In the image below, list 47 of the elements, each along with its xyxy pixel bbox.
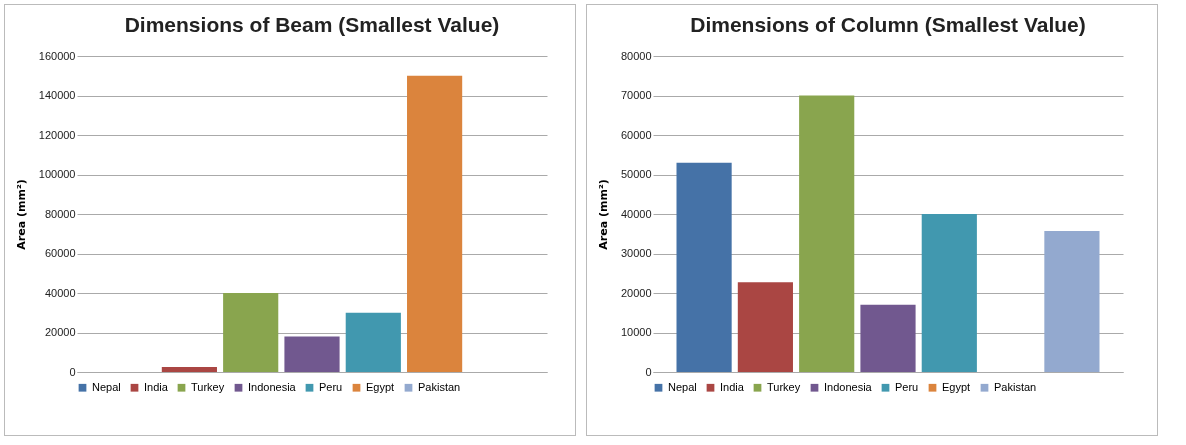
y-tick-label: 140000 (38, 89, 76, 101)
legend-label: Nepal (668, 380, 697, 393)
legend-label: Pakistan (994, 380, 1037, 393)
legend-label: Indonesia (248, 380, 297, 393)
y-tick-label: 40000 (620, 207, 652, 220)
y-tick-label: 100000 (38, 168, 76, 180)
y-axis-title: Area (mm²) (14, 179, 28, 250)
y-tick-label: 80000 (44, 207, 76, 220)
y-tick-label: 0 (69, 365, 76, 378)
legend-label: Peru (319, 380, 343, 393)
y-tick-label: 10000 (620, 326, 652, 338)
y-tick-label: 20000 (620, 286, 652, 299)
y-tick-label: 70000 (620, 89, 652, 101)
y-axis-title: Area (mm²) (596, 179, 610, 250)
y-tick-label: 0 (645, 365, 652, 378)
bar (407, 75, 463, 372)
bar (1044, 230, 1100, 372)
legend-label: Pakistan (418, 380, 461, 393)
legend-label: Turkey (767, 380, 801, 393)
legend-label: Peru (895, 380, 919, 393)
chart-title: Dimensions of Column (Smallest Value) (690, 13, 1086, 36)
legend-label: Egypt (366, 380, 395, 393)
y-tick-label: 20000 (44, 326, 76, 338)
legend-label: Indonesia (824, 380, 873, 393)
y-tick-label: 120000 (38, 128, 76, 141)
bar (921, 214, 977, 372)
bar (161, 367, 217, 372)
y-tick-label: 80000 (620, 49, 652, 62)
legend-label: Nepal (92, 380, 121, 393)
bar (860, 304, 916, 372)
bar (676, 162, 732, 372)
bar (345, 312, 401, 372)
y-tick-label: 160000 (38, 49, 76, 62)
y-tick-label: 50000 (620, 168, 652, 180)
bar (284, 336, 340, 372)
y-tick-label: 60000 (44, 247, 76, 259)
legend-label: India (144, 380, 169, 393)
bar (223, 293, 279, 372)
legend-label: Turkey (191, 380, 225, 393)
bar (737, 282, 793, 372)
y-tick-label: 60000 (620, 128, 652, 141)
y-tick-label: 40000 (44, 286, 76, 299)
legend-label: Egypt (942, 380, 971, 393)
y-tick-label: 30000 (620, 247, 652, 259)
bar (799, 95, 855, 372)
chart-title: Dimensions of Beam (Smallest Value) (124, 13, 500, 36)
legend-label: India (720, 380, 745, 393)
